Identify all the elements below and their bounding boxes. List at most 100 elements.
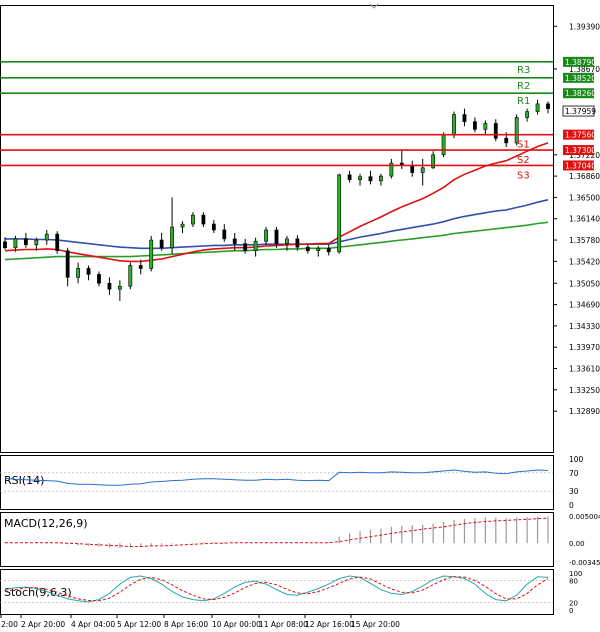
candle-body bbox=[107, 282, 112, 290]
x-tick-label: 4 Apr 04:00 bbox=[71, 620, 115, 629]
candle-body bbox=[316, 248, 321, 252]
candle-body bbox=[34, 239, 39, 246]
level-tag-text-R1: 1.38260 bbox=[565, 89, 596, 98]
level-label-S1: S1 bbox=[517, 140, 530, 151]
rsi-tick-label: 70 bbox=[569, 469, 579, 478]
stoch-tick-label: 100 bbox=[569, 570, 582, 578]
stoch-tick-label: 20 bbox=[569, 600, 578, 608]
current-price-text: 1.37959 bbox=[565, 107, 596, 116]
candle-body bbox=[347, 174, 352, 180]
level-tag-text-R3: 1.38790 bbox=[565, 58, 596, 67]
candle-body bbox=[379, 175, 383, 182]
candle-body bbox=[514, 117, 519, 144]
panel-frame-macd bbox=[0, 512, 554, 567]
candle-body bbox=[431, 154, 436, 169]
candle-body bbox=[86, 268, 91, 275]
candle-body bbox=[243, 243, 248, 252]
candle-body bbox=[13, 238, 18, 249]
candle-body bbox=[44, 233, 49, 241]
x-tick-label: 2:00 bbox=[1, 620, 18, 629]
stoch-tick-label: 0 bbox=[569, 607, 573, 615]
y-tick-label: 1.36500 bbox=[569, 193, 600, 202]
panel-frame-rsi bbox=[0, 455, 554, 510]
y-tick-label: 1.33250 bbox=[569, 386, 600, 395]
y-tick-label: 1.33970 bbox=[569, 343, 600, 352]
candle-body bbox=[117, 285, 122, 290]
candle-body bbox=[326, 248, 331, 253]
candle-body bbox=[253, 240, 258, 252]
panel-frames bbox=[0, 3, 554, 615]
rsi-tick-label: 30 bbox=[569, 487, 579, 496]
candle-body bbox=[462, 114, 467, 122]
candle-body bbox=[191, 214, 195, 225]
current-price-tag bbox=[562, 105, 595, 117]
x-axis: 2:00 2 Apr 20:00 4 Apr 04:00 5 Apr 12:00 8 A… bbox=[0, 614, 400, 629]
level-label-S3: S3 bbox=[517, 170, 530, 181]
candle-body bbox=[483, 123, 488, 130]
level-tag-text-S3: 1.37040 bbox=[565, 161, 596, 170]
stoch-label: Stoch(9,6,3) bbox=[4, 586, 72, 599]
level-tag-text-S1: 1.37560 bbox=[565, 131, 596, 140]
level-label-R2: R2 bbox=[517, 81, 530, 92]
candle-body bbox=[264, 229, 268, 242]
rsi-line bbox=[4, 469, 549, 486]
level-tag-S3 bbox=[563, 160, 594, 171]
macd-label: MACD(12,26,9) bbox=[4, 517, 88, 530]
level-label-R1: R1 bbox=[517, 96, 530, 107]
candle-body bbox=[201, 214, 206, 225]
candle-body bbox=[525, 111, 530, 118]
candle-body bbox=[222, 229, 227, 240]
y-tick-label: 1.36860 bbox=[569, 172, 600, 181]
candle-body bbox=[441, 134, 446, 156]
candle-body bbox=[138, 265, 143, 269]
macd-tick-label: 0.00 bbox=[569, 540, 585, 548]
candle-body bbox=[410, 165, 415, 173]
x-tick-label: 11 Apr 08:00 bbox=[259, 620, 308, 629]
candle-body bbox=[504, 137, 509, 144]
candle-body bbox=[232, 238, 237, 244]
candle-body bbox=[274, 229, 279, 244]
candle-body bbox=[76, 268, 80, 278]
candle-body bbox=[337, 174, 342, 253]
x-tick-label: 10 Apr 00:00 bbox=[212, 620, 261, 629]
main-panel: 1.39390 1.38670 1.37220 1.36860 1.36500 1.361… bbox=[0, 22, 600, 416]
level-tag-R1 bbox=[563, 88, 594, 99]
candle-body bbox=[358, 176, 362, 180]
candle-body bbox=[170, 226, 174, 249]
y-tick-label: 1.33610 bbox=[569, 365, 600, 374]
y-tick-label: 1.32890 bbox=[569, 407, 600, 416]
candle-body bbox=[211, 223, 216, 231]
stoch-tick-label: 80 bbox=[569, 577, 578, 585]
y-tick-label: 1.36140 bbox=[569, 215, 600, 224]
candle-body bbox=[97, 274, 101, 284]
level-tag-S1 bbox=[563, 129, 594, 140]
x-tick-label: 15 Apr 20:00 bbox=[351, 620, 400, 629]
y-tick-label: 1.35420 bbox=[569, 257, 600, 266]
candle-body bbox=[159, 239, 164, 249]
level-tag-R2 bbox=[563, 72, 594, 83]
macd-panel: MACD(12,26,9) 0.005004 0.00 -0.003457 bbox=[4, 513, 600, 567]
x-tick-label: 5 Apr 12:00 bbox=[117, 620, 161, 629]
level-tag-S2 bbox=[563, 145, 594, 156]
candle-body bbox=[473, 121, 477, 130]
candle-body bbox=[55, 233, 60, 252]
level-label-S2: S2 bbox=[517, 155, 530, 166]
candle-body bbox=[149, 239, 154, 269]
candle-body bbox=[493, 123, 498, 139]
y-tick-label: 1.39390 bbox=[569, 22, 600, 31]
candle-body bbox=[128, 265, 133, 287]
macd-tick-label: -0.003457 bbox=[569, 559, 600, 567]
candle-body bbox=[23, 238, 28, 246]
candle-body bbox=[305, 246, 310, 252]
macd-tick-label: 0.005004 bbox=[569, 513, 600, 521]
level-tag-text-R2: 1.38520 bbox=[565, 74, 596, 83]
level-label-R3: R3 bbox=[517, 65, 530, 76]
chevron-down-icon bbox=[369, 3, 379, 9]
candle-body bbox=[3, 241, 7, 249]
level-tag-R3 bbox=[563, 56, 594, 67]
rsi-panel: RSI(14) 100 70 30 0 bbox=[0, 455, 584, 510]
y-tick-label: 1.38670 bbox=[569, 65, 600, 74]
y-tick-label: 1.34330 bbox=[569, 322, 600, 331]
